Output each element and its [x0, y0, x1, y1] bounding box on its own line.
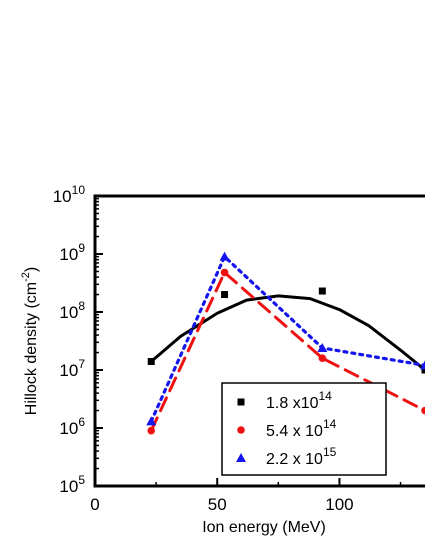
legend-label-3: 2.2 x 1015	[266, 445, 337, 468]
legend-marker-2	[237, 426, 245, 434]
y-tick-label: 109	[59, 241, 85, 264]
series-3-line	[149, 255, 425, 423]
series-3-point	[317, 342, 328, 352]
x-axis-title: Ion energy (MeV)	[202, 519, 326, 536]
series-2-point	[318, 354, 327, 362]
series-3-point	[146, 416, 157, 426]
legend-label-2: 5.4 x 1014	[266, 417, 337, 440]
y-tick-label: 1010	[53, 183, 86, 206]
legend-box	[221, 382, 387, 476]
x-tick-label: 50	[208, 495, 227, 514]
legend: 1.8 x1014 5.4 x 1014 2.2 x 1015	[221, 382, 387, 476]
series-3-point	[219, 251, 230, 261]
x-tick-label: 100	[325, 495, 353, 514]
y-tick-label: 106	[59, 415, 85, 438]
series-1-point	[318, 287, 326, 295]
legend-label-1: 1.8 x1014	[266, 389, 332, 412]
x-tick-label: 0	[90, 495, 99, 514]
legend-marker-3	[236, 453, 246, 462]
series-2-point	[421, 406, 425, 415]
series-2-point	[220, 268, 229, 277]
series-3	[146, 251, 425, 426]
series-1	[147, 287, 425, 374]
series-1-point	[421, 366, 425, 374]
series-1-point	[147, 358, 155, 366]
y-tick-label: 105	[59, 473, 85, 496]
y-tick-label: 108	[59, 299, 85, 322]
y-axis-title: Hillock density (cm-2)	[20, 267, 40, 415]
series-2-point	[147, 426, 156, 435]
labels-layer: 105 106 107 108 109 1010 0 50 100 Ion energy (MeV…	[20, 183, 354, 536]
legend-marker-1	[237, 398, 245, 406]
axes-layer	[93, 194, 425, 488]
series-3-point	[420, 360, 425, 370]
series-1-point	[221, 291, 229, 299]
y-tick-label: 107	[59, 357, 85, 380]
